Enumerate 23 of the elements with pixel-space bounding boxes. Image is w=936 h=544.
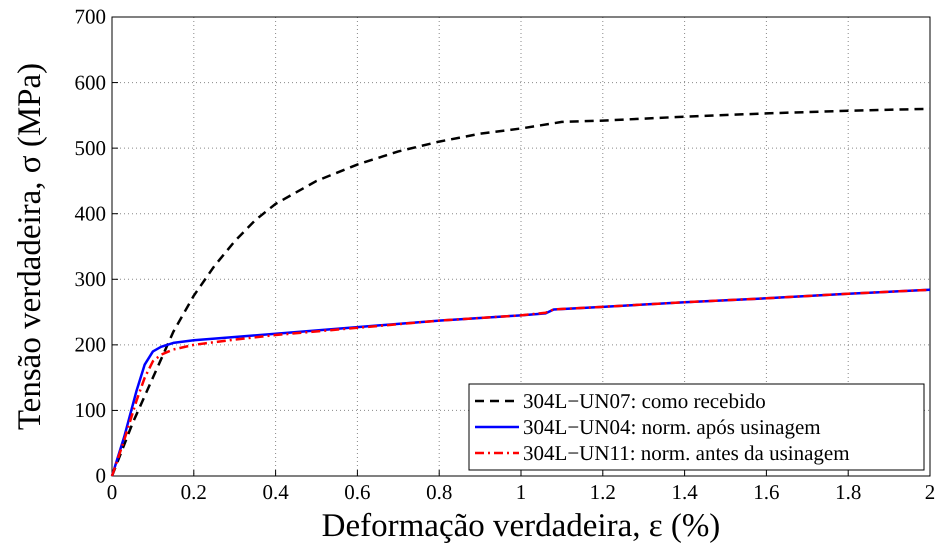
y-tick-label: 600 (74, 70, 106, 94)
x-tick-label: 1.8 (835, 480, 862, 504)
x-tick-label: 1.2 (590, 480, 616, 504)
x-tick-label: 1.6 (753, 480, 780, 504)
y-axis-title: Tensão verdadeira, σ (MPa) (12, 62, 48, 430)
x-tick-label: 1 (516, 480, 526, 504)
y-tick-label: 300 (74, 267, 106, 292)
y-tick-label: 100 (74, 398, 106, 422)
legend-label: 304L−UN04: norm. após usinagem (523, 415, 821, 439)
y-tick-label: 700 (74, 4, 106, 29)
x-axis-title: Deformação verdadeira, ε (%) (322, 508, 720, 544)
y-tick-label: 400 (74, 201, 106, 226)
legend-label: 304L−UN07: como recebido (523, 389, 766, 413)
legend-label: 304L−UN11: norm. antes da usinagem (523, 441, 850, 465)
x-tick-label: 0.4 (262, 480, 290, 504)
y-tick-label: 200 (74, 332, 106, 357)
x-tick-label: 2 (924, 480, 936, 504)
y-tick-label: 500 (74, 136, 106, 160)
x-tick-label: 1.4 (671, 480, 698, 504)
y-tick-label: 0 (96, 464, 106, 488)
x-tick-label: 0.2 (180, 480, 207, 504)
x-tick-label: 0.6 (344, 480, 371, 504)
x-tick-label: 0.8 (426, 480, 452, 504)
